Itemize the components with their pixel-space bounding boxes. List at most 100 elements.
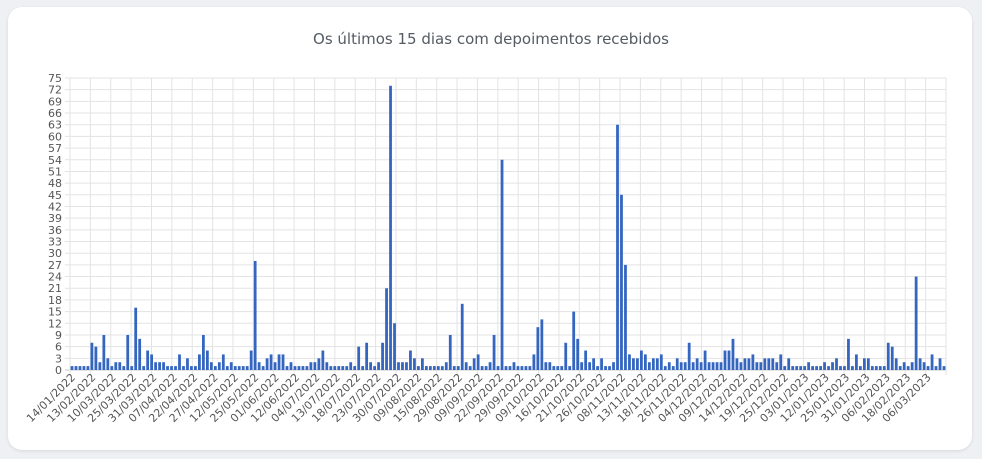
y-tick-label: 60 [48,130,62,143]
bar [759,362,763,370]
bar [719,362,723,370]
bar [910,362,914,370]
bar [158,362,161,370]
bar [886,342,890,370]
bar [409,350,412,370]
bar [922,362,926,370]
bar [827,366,830,370]
bar [261,366,265,370]
bar [544,362,548,370]
bar [281,354,285,370]
bar [612,362,615,370]
bar [930,354,934,370]
bar [78,366,82,370]
bar [138,338,142,370]
bar [596,366,599,370]
bar [249,350,253,370]
bar [393,323,396,370]
y-tick-label: 30 [48,247,62,260]
bar [855,354,858,370]
bar [365,342,369,370]
bar [82,366,86,370]
bar [835,358,838,370]
bar [245,366,249,370]
y-tick-label: 57 [48,142,62,155]
bar [146,350,150,370]
bar [890,346,894,370]
bar [440,366,444,370]
bar [775,362,779,370]
bar [540,319,544,370]
bar [683,362,687,370]
bar [636,358,639,370]
bar [277,354,281,370]
y-tick-label: 75 [48,72,62,85]
bar [651,358,655,370]
bar [333,366,337,370]
bar [436,366,440,370]
bar [588,362,592,370]
bar [174,366,177,370]
bar [209,362,213,370]
x-axis-ticks: 14/01/202213/02/202210/03/202225/03/2022… [24,371,934,425]
bar [94,346,98,370]
bar [142,366,146,370]
y-tick-label: 18 [48,294,62,307]
bar [767,358,771,370]
y-tick-label: 51 [48,165,62,178]
bar [126,334,130,370]
bar [313,362,317,370]
bar [695,358,699,370]
y-tick-label: 3 [55,352,62,365]
bar [663,366,667,370]
bar [624,264,627,370]
y-tick-label: 24 [48,271,62,284]
bar [783,366,787,370]
bar [703,350,707,370]
bar [687,342,691,370]
bar [154,362,158,370]
y-tick-label: 66 [48,107,62,120]
bar [938,358,942,370]
bar [548,362,552,370]
bar [743,358,747,370]
bar [572,311,576,370]
bar [918,358,922,370]
bar [484,366,488,370]
bar [894,358,898,370]
y-tick-label: 63 [48,119,62,132]
bar [86,366,90,370]
bar [632,358,635,370]
y-axis-ticks: 0369121518212427303336394245485154576063… [48,72,62,377]
bar [831,362,834,370]
y-tick-label: 69 [48,95,62,108]
bar [512,362,516,370]
bar [576,338,580,370]
bar [556,366,560,370]
bar [321,350,325,370]
bar [532,354,536,370]
bar [381,342,384,370]
bar [536,327,540,370]
bar [456,366,460,370]
bar [755,362,759,370]
y-tick-label: 72 [48,84,62,97]
bar [221,354,225,370]
bar [178,354,181,370]
bar [815,366,818,370]
y-tick-label: 48 [48,177,62,190]
bar [628,354,631,370]
bar [201,334,205,370]
bar [405,362,408,370]
bar [217,362,221,370]
bar [337,366,341,370]
bar [667,362,671,370]
bar [504,366,508,370]
bar [659,354,663,370]
bar [357,346,361,370]
bar [110,366,114,370]
y-tick-label: 27 [48,259,62,272]
bar [134,307,138,370]
bar [194,366,197,370]
